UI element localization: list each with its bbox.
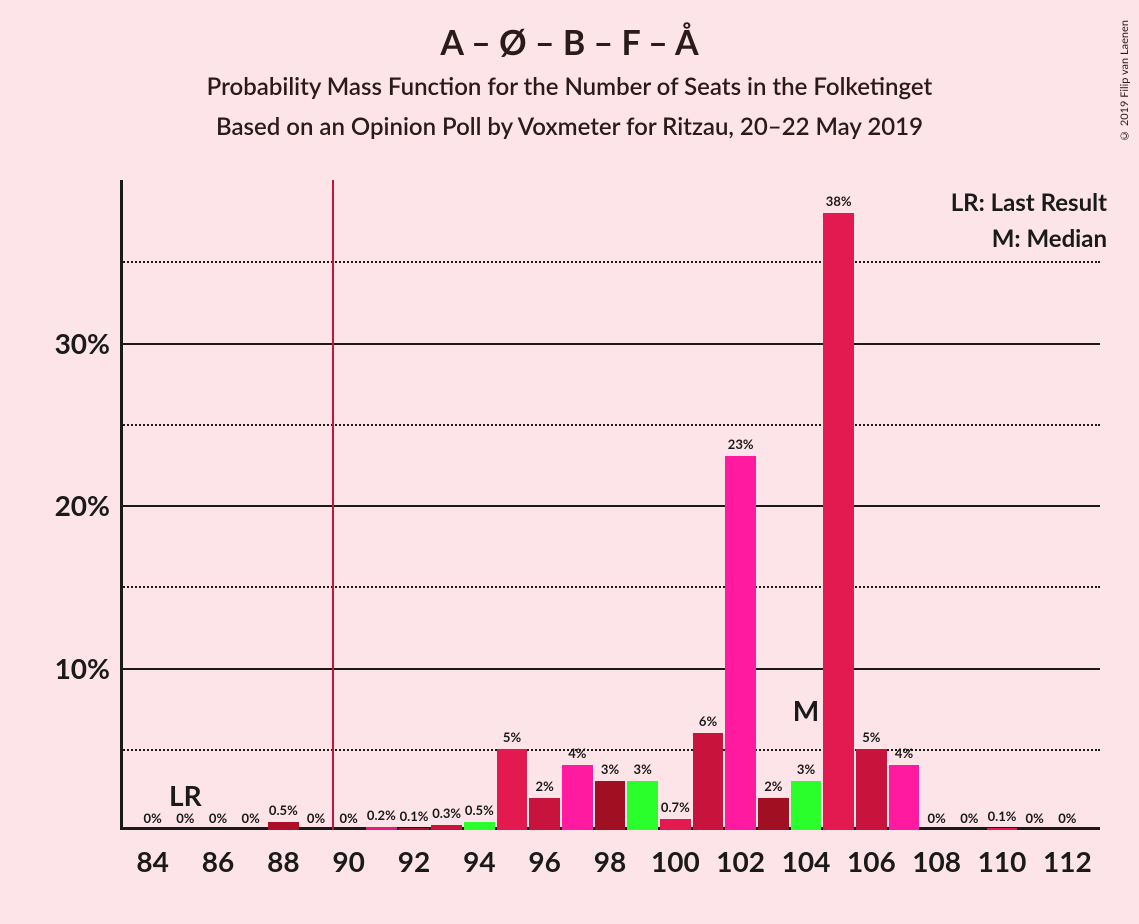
bar-label: 2%	[764, 778, 782, 794]
xtick-label: 88	[267, 844, 299, 878]
bar	[725, 456, 756, 830]
legend-m: M: Median	[992, 224, 1107, 253]
bar	[889, 765, 920, 830]
lr-marker-label: LR	[169, 778, 202, 812]
bar-label: 0%	[928, 810, 946, 826]
xtick-label: 100	[651, 844, 700, 878]
chart-title: A – Ø – B – F – Å	[0, 22, 1139, 63]
chart-subtitle-1: Probability Mass Function for the Number…	[0, 72, 1139, 101]
xtick-label: 96	[528, 844, 560, 878]
xtick-label: 92	[398, 844, 430, 878]
bar	[627, 781, 658, 830]
grid-minor	[120, 424, 1100, 426]
ytick-label: 30%	[10, 326, 110, 360]
bar-label: 0.1%	[988, 808, 1017, 824]
bar-label: 4%	[895, 745, 913, 761]
xtick-label: 108	[912, 844, 961, 878]
chart-subtitle-2: Based on an Opinion Poll by Voxmeter for…	[0, 112, 1139, 141]
xtick-label: 106	[847, 844, 896, 878]
xtick-label: 94	[463, 844, 495, 878]
bar	[562, 765, 593, 830]
bar-label: 3%	[797, 761, 815, 777]
bar	[529, 798, 560, 831]
lr-line	[332, 180, 334, 830]
bar-label: 0%	[307, 810, 325, 826]
bar	[693, 733, 724, 831]
bar-label: 0%	[176, 810, 194, 826]
bar-label: 0.1%	[400, 808, 429, 824]
plot-area: 10%20%30%0%0%0%0%0.5%0%0%0.2%0.1%0.3%0.5…	[120, 180, 1120, 830]
xtick-label: 98	[594, 844, 626, 878]
bar	[758, 798, 789, 831]
bar	[791, 781, 822, 830]
bar-label: 0.5%	[269, 802, 298, 818]
bar-label: 5%	[862, 729, 880, 745]
bar-label: 0.2%	[367, 807, 396, 823]
bar	[464, 822, 495, 830]
bar-label: 4%	[568, 745, 586, 761]
bar-label: 23%	[728, 436, 754, 452]
grid-major	[120, 668, 1100, 670]
xtick-label: 84	[136, 844, 168, 878]
bar	[856, 749, 887, 830]
bar-label: 0%	[1058, 810, 1076, 826]
grid-major	[120, 505, 1100, 507]
bar-label: 2%	[536, 778, 554, 794]
m-marker-label: M	[793, 693, 819, 727]
bar-label: 3%	[601, 761, 619, 777]
bar	[366, 827, 397, 830]
bar-label: 0%	[209, 810, 227, 826]
grid-minor	[120, 749, 1100, 751]
bar-label: 0.5%	[465, 802, 494, 818]
bar	[497, 749, 528, 830]
bar-label: 0%	[960, 810, 978, 826]
xtick-label: 110	[978, 844, 1027, 878]
bar-label: 0%	[242, 810, 260, 826]
bar-label: 0%	[144, 810, 162, 826]
grid-minor	[120, 586, 1100, 588]
bar	[660, 819, 691, 830]
grid-major	[120, 343, 1100, 345]
bar	[987, 828, 1018, 830]
bar	[595, 781, 626, 830]
xtick-label: 112	[1043, 844, 1092, 878]
bar-label: 0.7%	[661, 799, 690, 815]
bar	[431, 825, 462, 830]
ytick-label: 10%	[10, 651, 110, 685]
xtick-label: 86	[202, 844, 234, 878]
ytick-label: 20%	[10, 488, 110, 522]
bar-label: 3%	[634, 761, 652, 777]
bar	[823, 213, 854, 831]
xtick-label: 90	[332, 844, 364, 878]
xtick-label: 104	[782, 844, 831, 878]
bar-label: 6%	[699, 713, 717, 729]
bar-label: 0%	[1026, 810, 1044, 826]
bar	[268, 822, 299, 830]
bar-label: 5%	[503, 729, 521, 745]
bar-label: 0%	[340, 810, 358, 826]
xtick-label: 102	[716, 844, 765, 878]
legend-lr: LR: Last Result	[951, 188, 1107, 217]
credit-text: © 2019 Filip van Laenen	[1118, 20, 1131, 142]
bar-label: 38%	[826, 193, 852, 209]
bar-label: 0.3%	[432, 805, 461, 821]
bar	[399, 828, 430, 830]
grid-minor	[120, 261, 1100, 263]
